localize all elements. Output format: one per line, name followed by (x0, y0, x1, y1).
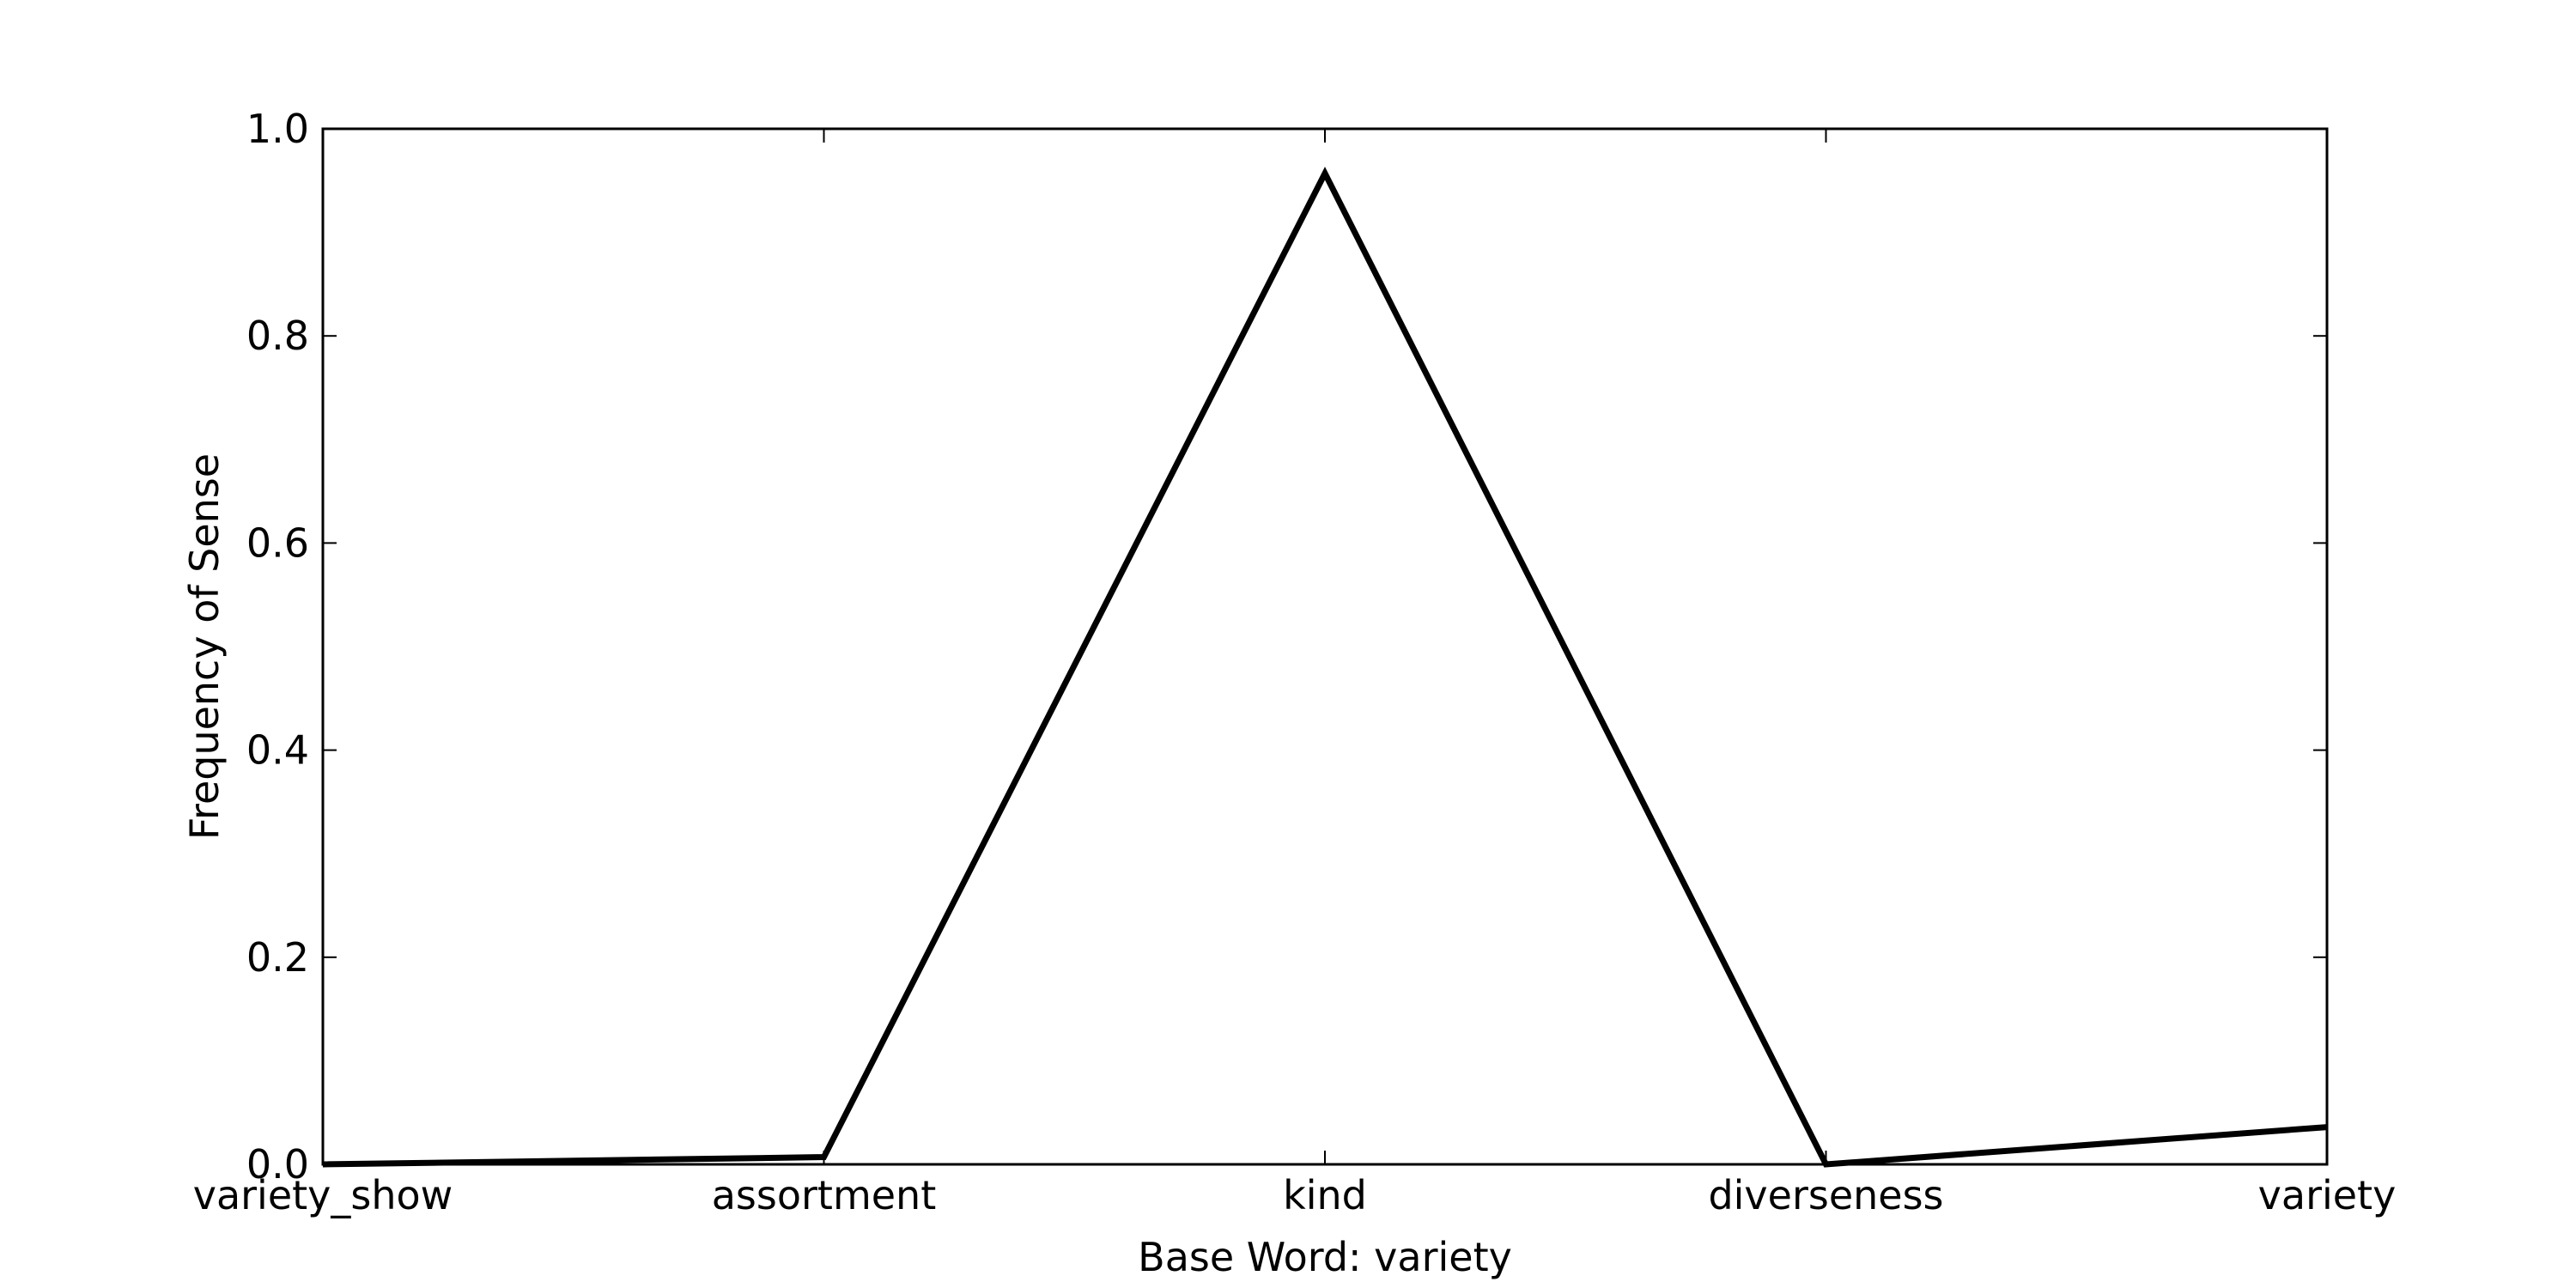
x-tick-label: kind (1283, 1172, 1367, 1218)
series-layer (322, 167, 2328, 1168)
x-tick-labels: variety_show assortment kind diverseness var… (193, 1172, 2397, 1218)
y-axis-label: Frequency of Sense (181, 453, 228, 840)
plot-frame (321, 127, 2329, 1166)
x-tick-label: variety (2258, 1172, 2397, 1218)
series-line (322, 167, 2328, 1168)
y-tick-label: 1.0 (246, 106, 309, 152)
x-tick-label: diverseness (1708, 1172, 1943, 1218)
y-tick-label: 0.6 (246, 519, 309, 566)
x-axis-label: Base Word: variety (1138, 1234, 1512, 1280)
y-tick-label: 0.2 (246, 934, 309, 981)
y-tick-label: 0.0 (246, 1141, 309, 1188)
y-tick-label: 0.4 (246, 727, 309, 774)
x-tick-label: variety_show (193, 1172, 453, 1218)
x-tick-label: assortment (712, 1172, 937, 1218)
y-tick-label: 0.8 (246, 313, 309, 359)
y-tick-labels: 0.0 0.2 0.4 0.6 0.8 1.0 (246, 106, 309, 1188)
